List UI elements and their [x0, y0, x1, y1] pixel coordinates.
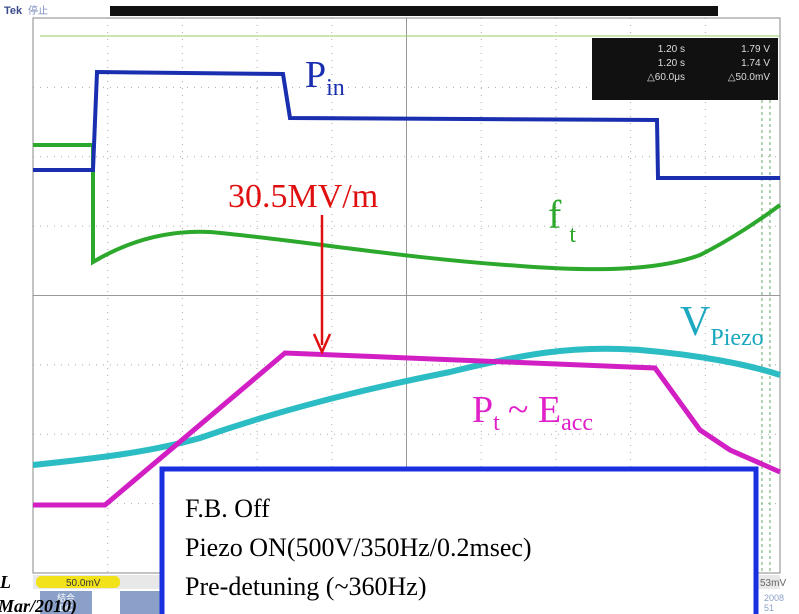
note-line: Pre-detuning (~360Hz) [185, 572, 427, 601]
note-line: Piezo ON(500V/350Hz/0.2msec) [185, 533, 532, 562]
button[interactable] [120, 591, 160, 614]
label-main: P [305, 54, 326, 96]
label-sub: t [493, 410, 500, 436]
label-main: f [548, 192, 562, 237]
brand: Tek [4, 5, 23, 17]
date: 2008 [764, 593, 784, 603]
left-fragment: Mar/2010) [0, 596, 77, 614]
status: 停止 [28, 4, 48, 17]
label-sub: acc [561, 410, 593, 436]
top-bar [110, 6, 718, 16]
readout-value: 1.79 V [741, 44, 770, 55]
channel-scale: 50.0mV [66, 578, 101, 589]
date: 51 [764, 603, 774, 613]
label-main: V [680, 299, 710, 345]
label-middle: ~ E [508, 389, 561, 431]
field-label: 30.5MV/m [228, 178, 378, 215]
left-fragment: L [0, 572, 11, 592]
readout-value: △60.0μs [647, 72, 685, 83]
readout-value: 1.74 V [741, 58, 770, 69]
readout-value: △50.0mV [728, 72, 770, 83]
right-scale: 53mV [760, 578, 786, 589]
readout-value: 1.20 s [658, 58, 685, 69]
label-sub: Piezo [710, 325, 763, 351]
note-line: F.B. Off [185, 494, 270, 523]
label-sub: t [569, 222, 576, 248]
label-main: P [472, 389, 493, 431]
readout-value: 1.20 s [658, 44, 685, 55]
label-sub: in [326, 75, 345, 101]
screen: Tek 停止 1.20 s 1.79 V 1.20 s 1.74 V △60.0μs △5… [0, 0, 799, 614]
